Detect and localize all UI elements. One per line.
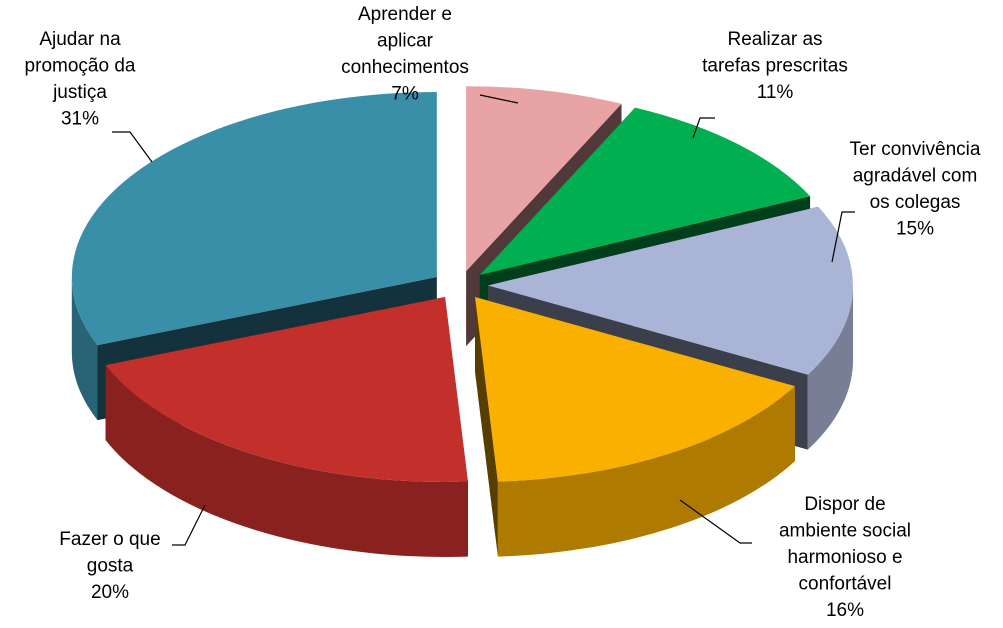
label-line: Realizar as xyxy=(727,29,822,50)
slice-wall xyxy=(71,277,98,421)
leader-line xyxy=(112,131,153,163)
leader-line xyxy=(692,117,715,139)
value-label: 16% xyxy=(826,600,864,621)
slice-side xyxy=(475,296,498,557)
label-line: justiça xyxy=(52,82,107,103)
label-line: conhecimentos xyxy=(341,57,469,78)
leader-line xyxy=(679,499,752,544)
slice-top xyxy=(105,296,468,482)
leader-line xyxy=(831,211,855,263)
slice xyxy=(105,296,468,557)
label-line: Fazer o que xyxy=(59,529,160,550)
label-line: Ajudar na xyxy=(39,29,121,50)
slice-top xyxy=(466,86,622,272)
value-label: 20% xyxy=(91,582,129,603)
slice-wall xyxy=(807,285,854,450)
slice-label: Realizar as tarefas prescritas xyxy=(702,29,848,77)
label-line: aplicar xyxy=(377,31,434,52)
slice-label: Dispor de ambiente social harmonioso e conf… xyxy=(779,494,911,595)
value-label: 15% xyxy=(896,219,934,240)
slice xyxy=(475,296,795,557)
value-label: 11% xyxy=(757,82,794,103)
label-line: promoção da xyxy=(25,56,136,77)
slice-wall xyxy=(105,365,468,557)
slice-top xyxy=(475,296,795,482)
label-line: ambiente social xyxy=(779,521,911,542)
label-line: os colegas xyxy=(870,192,961,213)
slice-label: Ajudar na promoção da justiça xyxy=(25,29,136,103)
label-line: Aprender e xyxy=(358,4,452,25)
leader-line xyxy=(172,504,206,546)
slice-label: Aprender e aplicar conhecimentos xyxy=(341,4,469,78)
value-label: 31% xyxy=(61,109,99,130)
slice-label: Ter convivência agradável com os colegas xyxy=(850,139,981,213)
label-line: tarefas prescritas xyxy=(702,56,848,77)
value-label: 7% xyxy=(391,84,419,105)
slice-top xyxy=(487,206,853,375)
slice-label: Fazer o que gosta xyxy=(59,529,160,577)
slice-top xyxy=(71,92,437,346)
label-line: Dispor de xyxy=(804,494,885,515)
label-line: Ter convivência xyxy=(850,139,981,160)
label-line: confortável xyxy=(799,574,892,595)
label-line: gosta xyxy=(87,556,134,577)
label-line: harmonioso e xyxy=(787,547,902,568)
label-line: agradável com xyxy=(853,166,978,187)
slice-top xyxy=(479,107,811,275)
leader-line xyxy=(479,94,519,104)
slice-wall xyxy=(497,386,795,557)
